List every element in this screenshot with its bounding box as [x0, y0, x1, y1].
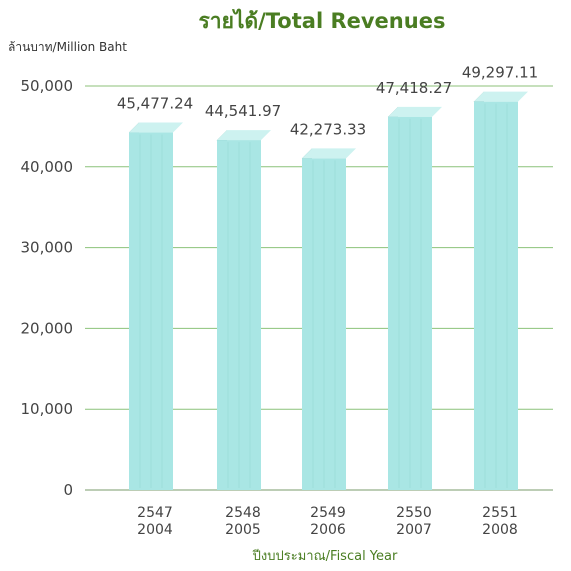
y-axis-ticks: 0 10,000 20,000 30,000 40,000 50,000 [21, 77, 74, 499]
bar-top [474, 91, 528, 102]
bar [129, 122, 183, 491]
x-tick-label: 2550 [396, 505, 432, 521]
x-tick-label: 2548 [225, 505, 261, 521]
data-labels: 45,477.24 44,541.97 42,273.33 47,418.27 49,2… [117, 64, 538, 139]
x-tick-label: 2551 [482, 505, 518, 521]
x-tick-label-secondary: 2004 [137, 522, 173, 538]
bar-top [388, 106, 442, 117]
bar-top [129, 122, 183, 133]
x-axis-label: ปีงบประมาณ/Fiscal Year [252, 548, 398, 564]
chart-title: รายได้/Total Revenues [199, 8, 446, 33]
y-tick-label: 40,000 [21, 158, 74, 176]
x-tick-label-secondary: 2008 [482, 522, 518, 538]
y-tick-label: 30,000 [21, 239, 74, 257]
bar-top [217, 130, 271, 141]
y-axis-label: ล้านบาท/Million Baht [8, 40, 127, 54]
x-tick-label: 2549 [310, 505, 346, 521]
x-tick-label-secondary: 2005 [225, 522, 261, 538]
data-label: 44,541.97 [205, 102, 281, 120]
y-tick-label: 50,000 [21, 77, 74, 95]
data-label: 49,297.11 [462, 64, 538, 82]
bar [217, 130, 271, 490]
y-tick-label: 10,000 [21, 400, 74, 418]
x-tick-label-secondary: 2006 [310, 522, 346, 538]
data-label: 45,477.24 [117, 95, 193, 113]
bar [388, 106, 442, 490]
data-label: 42,273.33 [290, 120, 366, 138]
x-tick-label-secondary: 2007 [396, 522, 432, 538]
y-tick-label: 0 [63, 481, 73, 499]
data-label: 47,418.27 [376, 79, 452, 97]
bar [302, 148, 356, 490]
x-tick-label: 2547 [137, 505, 173, 521]
y-tick-label: 20,000 [21, 319, 74, 337]
bar [474, 91, 528, 490]
bar-top [302, 148, 356, 159]
bars [129, 91, 528, 491]
